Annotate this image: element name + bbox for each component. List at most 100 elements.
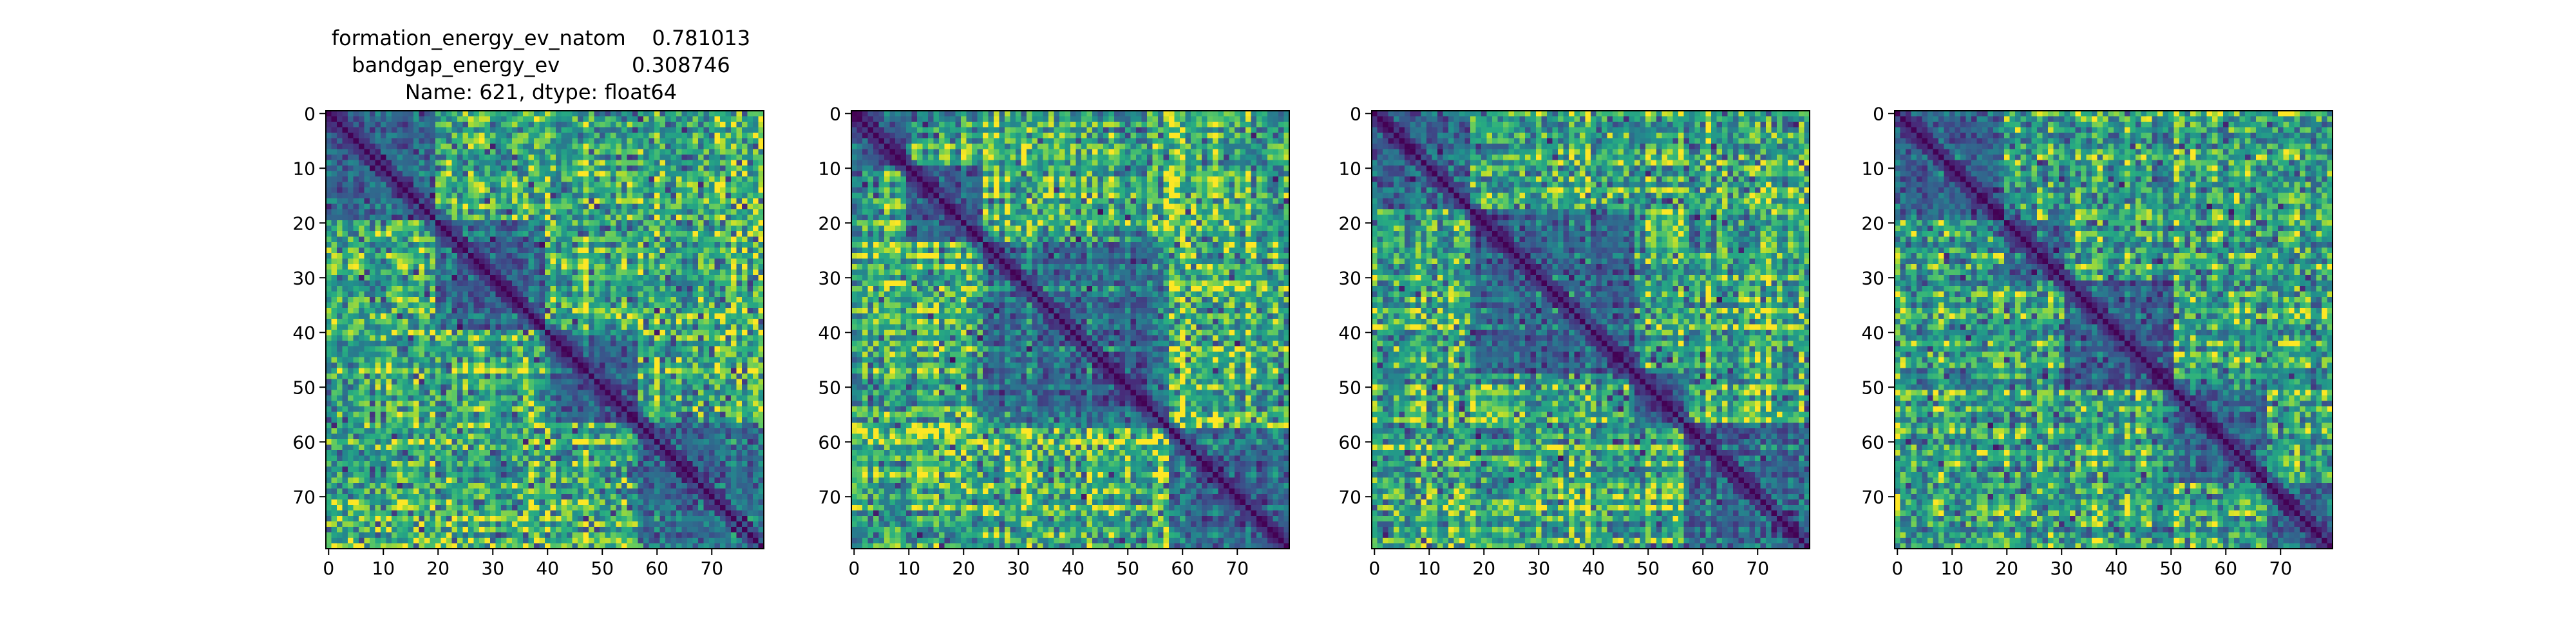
heatmap-cell xyxy=(342,384,348,390)
heatmap-cell xyxy=(528,368,535,374)
heatmap-cell xyxy=(616,395,622,401)
heatmap-cell xyxy=(419,225,425,232)
heatmap-cell xyxy=(473,319,480,325)
heatmap-cell xyxy=(687,406,693,412)
heatmap-cell xyxy=(462,231,469,237)
heatmap-cell xyxy=(709,308,715,314)
heatmap-cell xyxy=(627,155,633,160)
heatmap-cell xyxy=(747,368,753,374)
heatmap-cell xyxy=(348,116,354,122)
heatmap-cell xyxy=(517,116,524,122)
heatmap-cell xyxy=(381,127,386,133)
heatmap-cell xyxy=(342,297,348,303)
heatmap-cell xyxy=(709,247,715,254)
heatmap-cell xyxy=(621,253,627,259)
heatmap-cell xyxy=(758,214,764,221)
heatmap-cell xyxy=(506,374,513,379)
heatmap-cell xyxy=(392,330,397,336)
heatmap-cell xyxy=(424,412,430,418)
heatmap-cell xyxy=(550,297,556,303)
heatmap-cell xyxy=(430,176,436,182)
heatmap-cell xyxy=(381,116,386,122)
heatmap-cell xyxy=(583,116,589,122)
heatmap-cell xyxy=(611,182,616,188)
heatmap-cell xyxy=(402,390,408,396)
heatmap-cell xyxy=(413,374,419,379)
heatmap-cell xyxy=(523,395,529,401)
heatmap-cell xyxy=(720,324,726,330)
heatmap-cell xyxy=(484,319,491,325)
heatmap-cell xyxy=(714,149,721,155)
heatmap-cell xyxy=(490,187,496,193)
heatmap-cell xyxy=(616,193,622,199)
heatmap-cell xyxy=(736,357,743,363)
heatmap-cell xyxy=(659,176,666,182)
heatmap-cell xyxy=(572,412,578,418)
heatmap-cell xyxy=(419,444,425,451)
heatmap-cell xyxy=(386,357,392,363)
heatmap-cell xyxy=(490,433,496,440)
heatmap-cell xyxy=(337,269,343,276)
heatmap-cell xyxy=(359,275,365,281)
heatmap-cell xyxy=(473,412,480,418)
heatmap-cell xyxy=(517,214,524,221)
heatmap-cell xyxy=(567,214,573,221)
heatmap-cell xyxy=(600,182,605,188)
heatmap-cell xyxy=(703,280,710,287)
heatmap-cell xyxy=(348,182,354,188)
heatmap-cell xyxy=(561,133,567,138)
heatmap-cell xyxy=(611,297,616,303)
heatmap-cell xyxy=(337,379,343,385)
heatmap-cell xyxy=(435,444,441,451)
heatmap-cell xyxy=(643,225,649,232)
heatmap-cell xyxy=(643,198,649,204)
heatmap-cell xyxy=(430,133,436,138)
heatmap-cell xyxy=(468,133,474,138)
heatmap-cell xyxy=(742,171,748,177)
heatmap-cell xyxy=(337,313,343,319)
heatmap-cell xyxy=(424,384,430,390)
heatmap-cell xyxy=(397,253,403,259)
heatmap-cell xyxy=(572,439,578,445)
heatmap-cell xyxy=(676,253,682,259)
heatmap-cell xyxy=(446,204,452,210)
heatmap-cell xyxy=(714,286,721,292)
heatmap-cell xyxy=(600,236,605,243)
heatmap-cell xyxy=(326,308,332,314)
heatmap-cell xyxy=(556,280,562,287)
heatmap-cell xyxy=(753,116,759,122)
heatmap-cell xyxy=(386,280,392,287)
heatmap-cell xyxy=(605,335,611,341)
heatmap-cell xyxy=(594,422,600,429)
heatmap-cell xyxy=(742,187,748,193)
heatmap-cell xyxy=(725,160,732,166)
heatmap-cell xyxy=(665,330,671,336)
heatmap-cell xyxy=(517,417,524,423)
heatmap-cell xyxy=(583,401,589,407)
heatmap-cell xyxy=(567,384,573,390)
heatmap-cell xyxy=(440,111,447,117)
heatmap-cell xyxy=(687,302,693,308)
heatmap-cell xyxy=(649,401,655,407)
heatmap-cell xyxy=(621,193,627,199)
heatmap-cell xyxy=(484,275,491,281)
heatmap-cell xyxy=(758,417,764,423)
heatmap-cell xyxy=(583,182,589,188)
heatmap-cell xyxy=(359,308,365,314)
heatmap-cell xyxy=(687,166,693,171)
heatmap-cell xyxy=(523,335,529,341)
heatmap-cell xyxy=(435,439,441,445)
heatmap-cell xyxy=(337,330,343,336)
heatmap-cell xyxy=(649,308,655,314)
heatmap-cell xyxy=(583,253,589,259)
heatmap-cell xyxy=(534,280,540,287)
heatmap-cell xyxy=(561,160,567,166)
heatmap-cell xyxy=(528,127,535,133)
heatmap-cell xyxy=(736,275,743,281)
heatmap-cell xyxy=(446,379,452,385)
heatmap-cell xyxy=(392,160,397,166)
heatmap-cell xyxy=(462,390,469,396)
heatmap-cell xyxy=(605,363,611,368)
heatmap-cell xyxy=(594,412,600,418)
heatmap-cell xyxy=(616,324,622,330)
